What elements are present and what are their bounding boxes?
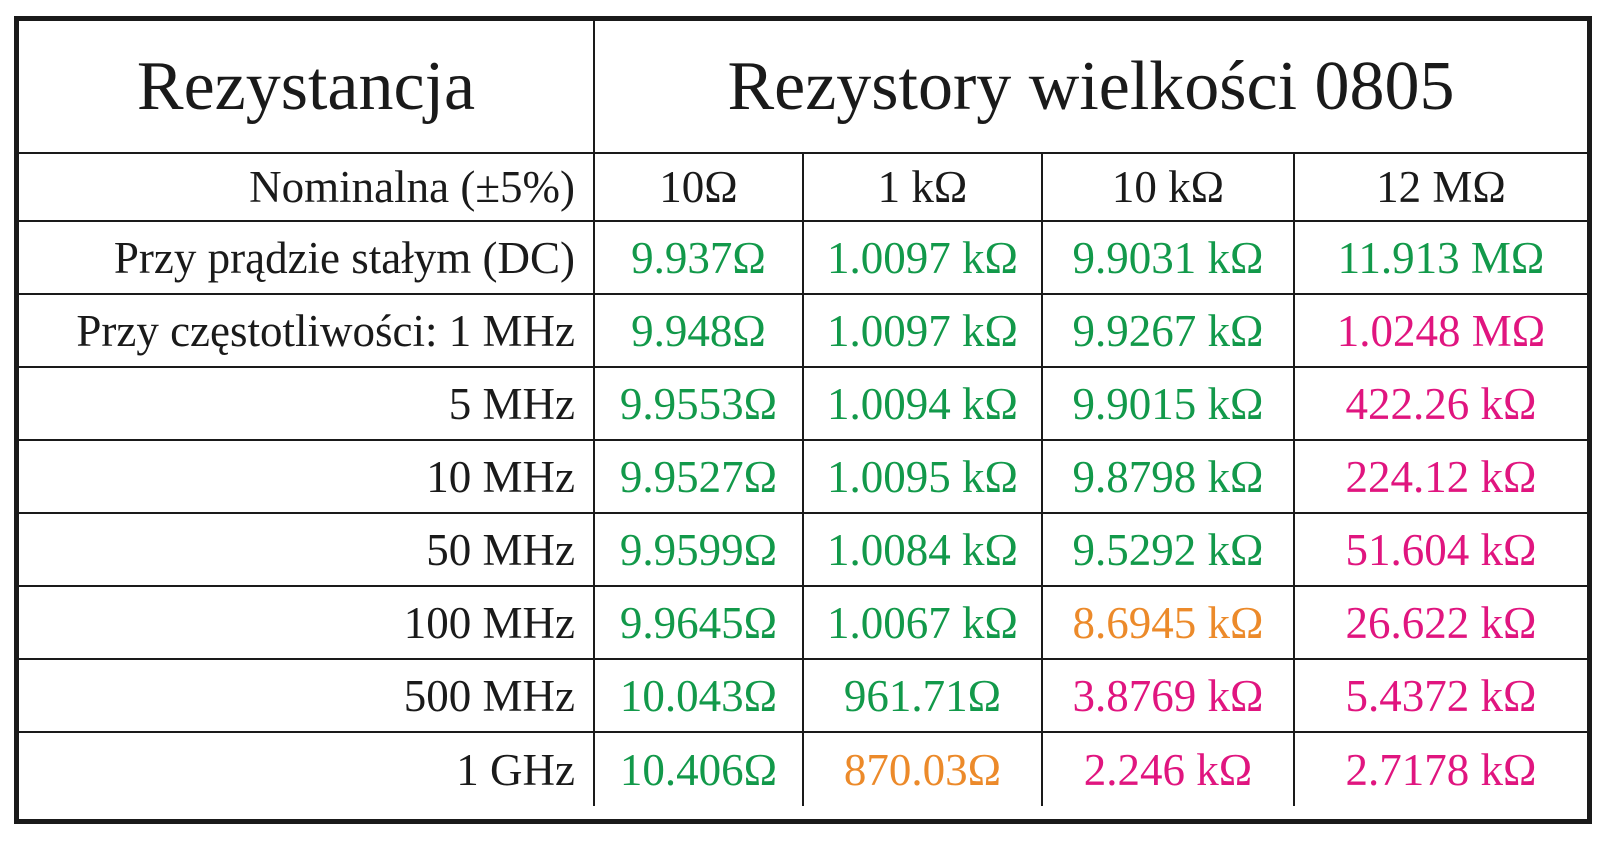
row-label: Przy częstotliwości: 1 MHz: [76, 305, 575, 356]
resistance-value-cell: 1.0248 MΩ: [1293, 295, 1587, 366]
header-resistor-size-title: Rezystory wielkości 0805: [593, 21, 1587, 152]
nominal-value-12mohm: 12 MΩ: [1293, 154, 1587, 220]
resistance-value-cell: 1.0095 kΩ: [802, 441, 1041, 512]
table-row: Przy prądzie stałym (DC) 9.937Ω 1.0097 kΩ 9…: [19, 222, 1587, 295]
resistance-value-cell: 26.622 kΩ: [1293, 587, 1587, 658]
resistance-value-cell: 10.043Ω: [593, 660, 802, 731]
resistance-value-cell: 9.9599Ω: [593, 514, 802, 585]
resistance-value-cell: 9.9031 kΩ: [1041, 222, 1293, 293]
row-label: 1 GHz: [456, 744, 575, 795]
nominal-value-10kohm: 10 kΩ: [1041, 154, 1293, 220]
resistance-value-cell: 2.7178 kΩ: [1293, 733, 1587, 806]
table-row: 50 MHz 9.9599Ω 1.0084 kΩ 9.5292 kΩ 51.604 kΩ: [19, 514, 1587, 587]
resistance-value-cell: 422.26 kΩ: [1293, 368, 1587, 439]
header-resistance-title: Rezystancja: [136, 47, 476, 125]
resistance-value-cell: 9.9267 kΩ: [1041, 295, 1293, 366]
resistance-value-cell: 9.9527Ω: [593, 441, 802, 512]
resistance-value-cell: 1.0067 kΩ: [802, 587, 1041, 658]
resistance-value-cell: 9.9553Ω: [593, 368, 802, 439]
resistance-value-cell: 9.9015 kΩ: [1041, 368, 1293, 439]
resistance-value-cell: 961.71Ω: [802, 660, 1041, 731]
resistance-value-cell: 5.4372 kΩ: [1293, 660, 1587, 731]
row-label: 100 MHz: [403, 597, 575, 648]
resistance-value-cell: 3.8769 kΩ: [1041, 660, 1293, 731]
resistance-value-cell: 10.406Ω: [593, 733, 802, 806]
table-row: 5 MHz 9.9553Ω 1.0094 kΩ 9.9015 kΩ 422.26 kΩ: [19, 368, 1587, 441]
table-row: Przy częstotliwości: 1 MHz 9.948Ω 1.0097 k…: [19, 295, 1587, 368]
row-label: Przy prądzie stałym (DC): [113, 232, 575, 283]
resistance-value-cell: 9.948Ω: [593, 295, 802, 366]
nominal-value-1kohm: 1 kΩ: [802, 154, 1041, 220]
resistance-value-cell: 51.604 kΩ: [1293, 514, 1587, 585]
resistance-value-cell: 9.937Ω: [593, 222, 802, 293]
resistance-value-cell: 11.913 MΩ: [1293, 222, 1587, 293]
resistance-value-cell: 2.246 kΩ: [1041, 733, 1293, 806]
row-label: 50 MHz: [426, 524, 575, 575]
row-label: 500 MHz: [403, 670, 575, 721]
resistance-value-cell: 9.5292 kΩ: [1041, 514, 1293, 585]
row-label: 5 MHz: [448, 378, 575, 429]
resistance-value-cell: 224.12 kΩ: [1293, 441, 1587, 512]
nominal-label: Nominalna (±5%): [249, 162, 575, 212]
table-row: 500 MHz 10.043Ω 961.71Ω 3.8769 kΩ 5.4372 kΩ: [19, 660, 1587, 733]
resistance-value-cell: 1.0084 kΩ: [802, 514, 1041, 585]
resistance-value-cell: 9.8798 kΩ: [1041, 441, 1293, 512]
resistance-value-cell: 1.0097 kΩ: [802, 222, 1041, 293]
resistance-table: Rezystancja Rezystory wielkości 0805 Nom…: [14, 16, 1592, 824]
table-header-row: Rezystancja Rezystory wielkości 0805: [19, 21, 1587, 154]
nominal-row: Nominalna (±5%) 10Ω 1 kΩ 10 kΩ 12 MΩ: [19, 154, 1587, 222]
row-label: 10 MHz: [426, 451, 575, 502]
table-row: 10 MHz 9.9527Ω 1.0095 kΩ 9.8798 kΩ 224.12 kΩ: [19, 441, 1587, 514]
resistance-value-cell: 9.9645Ω: [593, 587, 802, 658]
resistance-value-cell: 870.03Ω: [802, 733, 1041, 806]
resistance-value-cell: 1.0097 kΩ: [802, 295, 1041, 366]
resistance-value-cell: 8.6945 kΩ: [1041, 587, 1293, 658]
nominal-value-10ohm: 10Ω: [593, 154, 802, 220]
table-row: 100 MHz 9.9645Ω 1.0067 kΩ 8.6945 kΩ 26.622 k…: [19, 587, 1587, 660]
table-row: 1 GHz 10.406Ω 870.03Ω 2.246 kΩ 2.7178 kΩ: [19, 733, 1587, 806]
resistance-value-cell: 1.0094 kΩ: [802, 368, 1041, 439]
